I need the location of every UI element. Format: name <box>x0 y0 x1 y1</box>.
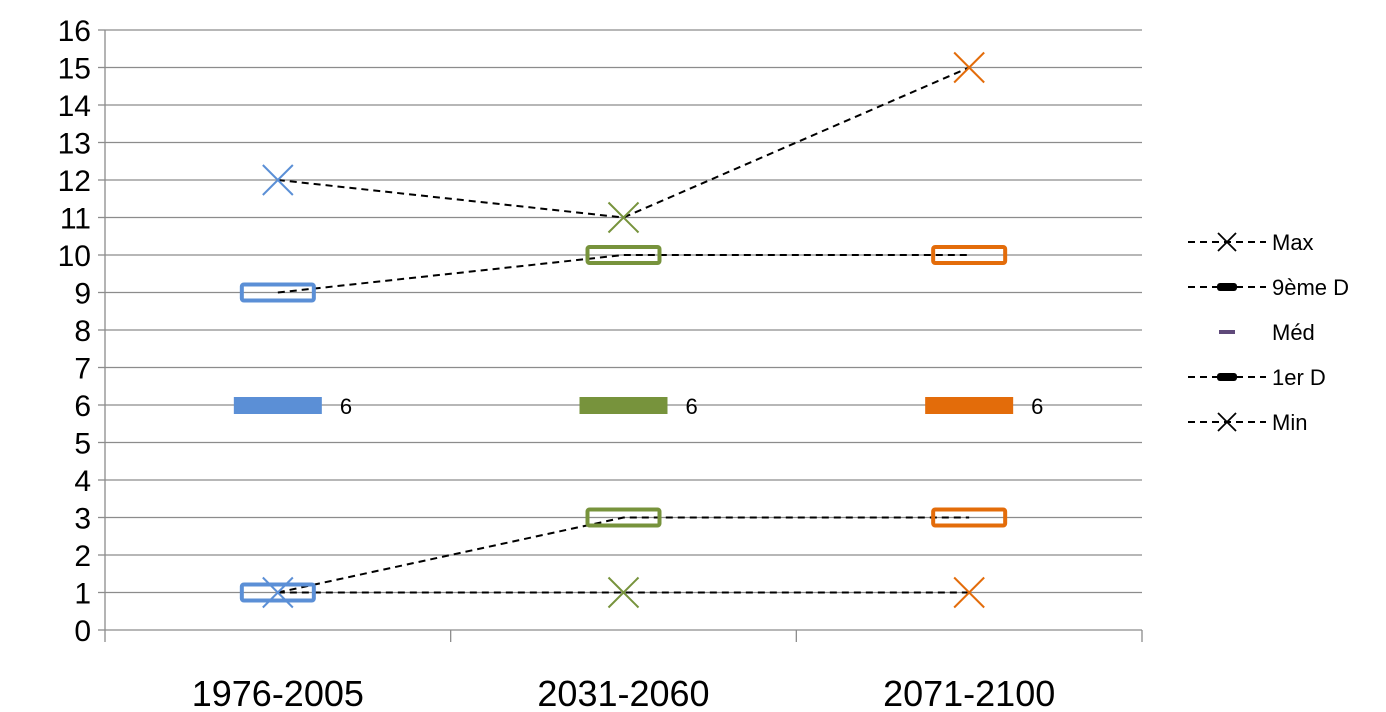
y-tick-label-11: 11 <box>60 203 91 236</box>
point-s2-c2 <box>925 397 1014 414</box>
marker-x-b <box>953 576 985 609</box>
point-s0-c0 <box>262 164 294 196</box>
marker-bar <box>925 397 1014 414</box>
legend-label-3: 1er D <box>1272 365 1326 390</box>
marker-box <box>239 582 316 603</box>
y-tick-label-3: 3 <box>74 503 91 536</box>
marker-box <box>585 507 662 528</box>
data-label-s2-c1: 6 <box>686 394 698 419</box>
point-s3-c0 <box>239 582 316 603</box>
marker-x-b <box>607 576 640 609</box>
y-tick-label-8: 8 <box>74 315 91 348</box>
axes <box>98 29 1143 642</box>
y-tick-label-9: 9 <box>74 278 91 311</box>
legend-marker-x-b <box>1217 232 1237 252</box>
y-tick-label-7: 7 <box>74 353 91 386</box>
x-tick-label-2: 2071-2100 <box>883 673 1055 712</box>
point-s4-c1 <box>607 576 640 609</box>
series-line-3 <box>277 516 970 594</box>
y-tick-label-2: 2 <box>74 540 91 573</box>
point-s1-c0 <box>239 282 316 303</box>
point-s0-c1 <box>607 201 640 234</box>
marker-x-b <box>607 201 640 234</box>
series-line-1 <box>277 254 970 294</box>
marker-x-b <box>262 576 294 609</box>
series-layer <box>233 51 1014 609</box>
legend-label-4: Min <box>1272 410 1307 435</box>
legend-entry-3: 1er D <box>1188 365 1326 390</box>
y-tick-label-0: 0 <box>74 615 91 648</box>
marker-x-b <box>953 51 985 84</box>
point-s4-c0 <box>262 576 294 609</box>
y-tick-label-15: 15 <box>58 53 91 86</box>
y-tick-label-16: 16 <box>58 15 91 48</box>
point-s2-c1 <box>579 397 668 414</box>
data-label-s2-c0: 6 <box>340 394 352 419</box>
y-tick-label-10: 10 <box>58 240 91 273</box>
point-s1-c1 <box>585 245 662 265</box>
marker-bar <box>233 397 322 414</box>
y-tick-label-14: 14 <box>58 90 91 123</box>
legend-label-1: 9ème D <box>1272 275 1349 300</box>
legend-marker-box <box>1217 373 1237 381</box>
x-tick-label-1: 2031-2060 <box>537 673 709 712</box>
data-label-s2-c2: 6 <box>1031 394 1043 419</box>
y-tick-label-1: 1 <box>74 578 91 611</box>
y-tick-label-6: 6 <box>74 390 91 423</box>
point-s3-c1 <box>585 507 662 528</box>
point-s0-c2 <box>953 51 985 84</box>
marker-box <box>585 245 662 265</box>
marker-box <box>239 282 316 303</box>
legend: Max 9ème D Méd 1er D Min <box>1188 230 1349 435</box>
marker-box <box>931 245 1008 265</box>
legend-entry-4: Min <box>1188 410 1307 435</box>
legend-marker-bar <box>1219 330 1235 334</box>
y-tick-label-12: 12 <box>58 165 91 198</box>
y-tick-label-5: 5 <box>74 428 91 461</box>
point-s4-c2 <box>953 576 985 609</box>
point-s1-c2 <box>931 245 1008 265</box>
legend-entry-1: 9ème D <box>1188 275 1349 300</box>
legend-label-0: Max <box>1272 230 1314 255</box>
marker-x-b <box>262 164 294 196</box>
legend-marker-box <box>1217 283 1237 291</box>
y-tick-label-4: 4 <box>74 465 91 498</box>
point-s2-c0 <box>233 397 322 414</box>
marker-box <box>931 507 1008 528</box>
y-tick-label-13: 13 <box>58 128 91 161</box>
legend-label-2: Méd <box>1272 320 1315 345</box>
point-s3-c2 <box>931 507 1008 528</box>
legend-marker-x-b <box>1217 412 1237 432</box>
marker-bar <box>579 397 668 414</box>
legend-entry-2: Méd <box>1219 320 1315 345</box>
x-tick-label-0: 1976-2005 <box>192 673 364 712</box>
legend-entry-0: Max <box>1188 230 1314 255</box>
